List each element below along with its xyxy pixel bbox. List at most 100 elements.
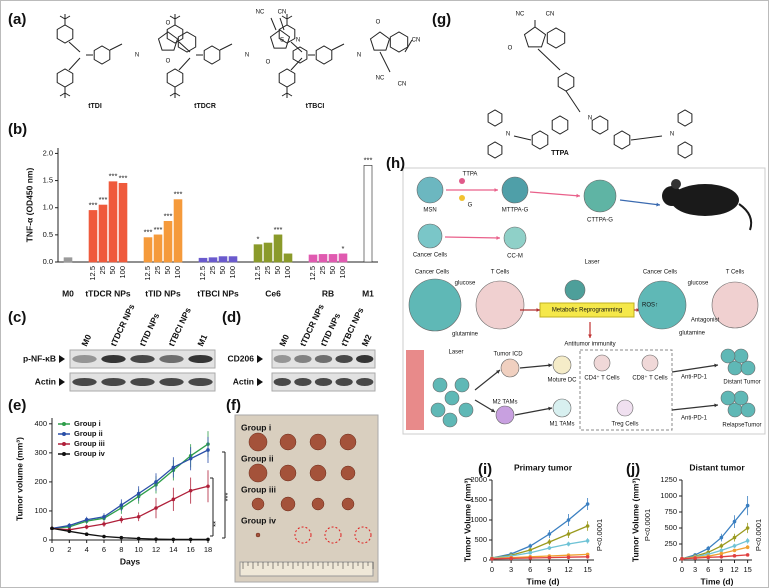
bar [173, 199, 183, 263]
blot-band [188, 378, 213, 386]
cell [740, 360, 756, 376]
benzene-ring [292, 46, 308, 64]
cell [720, 348, 736, 364]
mouse-tail [738, 203, 753, 231]
group-label: Ce6 [265, 288, 281, 298]
arrowhead [576, 193, 580, 198]
significance-label: *** [144, 228, 153, 237]
arrow [474, 369, 501, 391]
data-point [745, 539, 750, 543]
x-tick-label: 12 [152, 545, 160, 554]
data-point [119, 535, 124, 540]
data-point [136, 514, 141, 519]
atom-label: N [357, 53, 361, 59]
panel-label: (h) [386, 155, 405, 172]
data-point [719, 551, 724, 556]
bond [68, 57, 81, 71]
diagram-label: Moture DC [547, 378, 577, 384]
tumor [340, 465, 356, 481]
benzene-ring [546, 27, 566, 49]
x-tick-label: 9 [547, 565, 551, 574]
bond [174, 92, 181, 97]
atom-label: O [266, 60, 271, 66]
cell [416, 176, 444, 204]
cell [503, 226, 527, 250]
series-line [51, 485, 209, 531]
diagram-label: Cancer Cells [415, 270, 449, 276]
tumor [311, 497, 325, 511]
legend-marker [62, 442, 66, 446]
bond [219, 43, 233, 51]
data-point [566, 532, 571, 536]
blot-row-label: p-NF-κB [23, 353, 56, 363]
bond [109, 43, 123, 51]
y-tick-label: 100 [34, 506, 47, 515]
benzene-ring [531, 130, 549, 150]
bar [208, 257, 218, 263]
y-tick-label: 1.0 [43, 203, 53, 212]
y-tick-label: 400 [34, 419, 47, 428]
category-label: 100 [283, 266, 292, 279]
chart-title: Primary tumor [514, 462, 573, 472]
bar [328, 254, 338, 263]
tumor [341, 497, 355, 511]
arrowhead [59, 355, 65, 363]
data-point [693, 556, 697, 560]
data-point [102, 522, 106, 526]
x-tick-label: 0 [50, 545, 54, 554]
cell [458, 402, 474, 418]
y-tick-label: 200 [34, 477, 47, 486]
benzene-ring [613, 130, 631, 150]
significance-label: *** [164, 211, 173, 220]
x-tick-label: 15 [583, 565, 591, 574]
group-label: tTDCR NPs [85, 288, 131, 298]
atom-label: CN [398, 82, 407, 88]
data-point [719, 548, 724, 553]
legend-marker [62, 432, 66, 436]
atom-label: N [135, 53, 139, 59]
series-line [51, 449, 209, 530]
y-axis-label: Tumor Volume (mm³) [462, 478, 472, 562]
benzene-ring [487, 109, 503, 127]
data-point [171, 497, 176, 502]
data-point [154, 537, 158, 541]
significance-label: * [257, 235, 260, 244]
cell [637, 280, 687, 330]
legend-label: Group i [74, 419, 101, 428]
y-tick-label: 300 [34, 448, 47, 457]
bond [270, 17, 277, 31]
blot-lane-label: M2 [359, 333, 373, 348]
category-label: 25 [98, 266, 107, 274]
significance-label: * [342, 244, 345, 253]
diagram-label: glucose [688, 281, 709, 287]
arrowhead [714, 403, 718, 408]
diagram-label: Laser [448, 350, 463, 356]
blot-band [159, 355, 184, 363]
diagram-label: Antitumor immunity [564, 342, 615, 348]
data-point [732, 548, 737, 553]
panel-label: (g) [432, 11, 451, 28]
blot-band [101, 355, 126, 363]
x-tick-label: 10 [134, 545, 142, 554]
cell [432, 377, 448, 393]
diagram-label: G [468, 203, 473, 209]
cell [552, 398, 572, 418]
bond [290, 57, 303, 71]
group-label: RB [322, 288, 334, 298]
cell [408, 278, 462, 332]
benzene-ring [551, 115, 569, 135]
five-ring [523, 26, 547, 48]
tumor [248, 463, 268, 483]
bar [283, 253, 293, 263]
molecule-name: tTBCI [306, 103, 325, 110]
arrow [519, 364, 553, 369]
bar [163, 220, 173, 263]
benzene-ring [93, 45, 111, 65]
five-ring [157, 31, 179, 51]
benzene-ring [166, 24, 184, 44]
blot-band [335, 378, 353, 386]
blot-row-label: Actin [233, 376, 254, 386]
category-label: 12.5 [143, 266, 152, 281]
blot-lane-label: M1 [195, 333, 209, 348]
